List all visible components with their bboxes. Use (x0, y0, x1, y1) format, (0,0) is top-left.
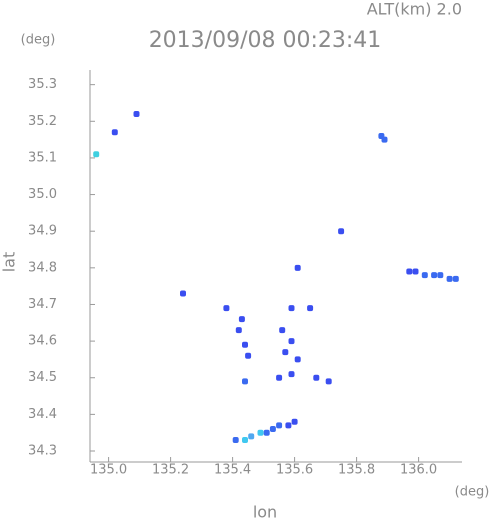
x-tick-label: 135.6 (276, 463, 313, 478)
echo-point (245, 352, 252, 359)
x-tick-label: 135.0 (90, 463, 127, 478)
echo-point (133, 110, 140, 117)
echo-point (269, 426, 276, 433)
echo-point (307, 305, 314, 312)
echo-point (452, 275, 459, 282)
y-tick-label: 34.6 (28, 334, 57, 349)
echo-point (288, 305, 295, 312)
echo-point (263, 429, 270, 436)
echo-point (285, 422, 292, 429)
echo-point (325, 378, 332, 385)
echo-point (406, 268, 413, 275)
echo-point (437, 272, 444, 279)
x-tick-label: 135.8 (338, 463, 375, 478)
y-tick-label: 35.1 (28, 150, 57, 165)
echo-point (242, 437, 248, 444)
chart-title: 2013/09/08 00:23:41 (149, 28, 382, 53)
echo-point (313, 374, 320, 381)
echo-point (180, 290, 186, 297)
y-axis-label: lat (0, 252, 19, 273)
y-unit: (deg) (21, 33, 56, 48)
echo-point (338, 228, 345, 235)
echo-point (412, 268, 419, 275)
x-tick-label: 135.4 (214, 463, 251, 478)
x-tick-label: 135.2 (152, 463, 189, 478)
x-tick-label: 136.0 (400, 463, 437, 478)
echo-point (288, 371, 295, 378)
echo-point (232, 437, 239, 444)
echo-point (421, 272, 428, 279)
y-tick-label: 35.3 (28, 77, 57, 92)
echo-point (446, 275, 453, 282)
echo-point (235, 327, 242, 334)
x-unit: (deg) (455, 485, 490, 500)
y-tick-label: 34.4 (28, 407, 57, 422)
echo-point (294, 264, 301, 271)
echo-point (242, 378, 248, 385)
echo-point (276, 374, 283, 381)
y-tick-label: 34.5 (28, 370, 57, 385)
echo-point (248, 433, 255, 440)
echo-point (431, 272, 438, 279)
y-tick-label: 34.3 (28, 444, 57, 459)
y-tick-label: 34.8 (28, 260, 57, 275)
x-axis-label: lon (253, 503, 277, 521)
echo-point (242, 341, 248, 348)
echo-point (93, 151, 100, 158)
echo-point (223, 305, 230, 312)
echo-point (288, 338, 295, 345)
echo-point (294, 356, 301, 363)
y-tick-label: 35.0 (28, 187, 57, 202)
y-tick-label: 34.7 (28, 297, 57, 312)
echo-point (381, 136, 388, 143)
echo-point (276, 422, 283, 429)
echo-point (291, 418, 298, 425)
echo-point (279, 327, 286, 334)
echo-point (282, 349, 289, 356)
y-tick-label: 35.2 (28, 114, 57, 129)
echo-point (238, 316, 245, 323)
altitude-header: ALT(km) 2.0 (367, 0, 462, 19)
echo-point (111, 129, 118, 136)
echo-point (257, 429, 264, 436)
y-tick-label: 34.9 (28, 224, 57, 239)
